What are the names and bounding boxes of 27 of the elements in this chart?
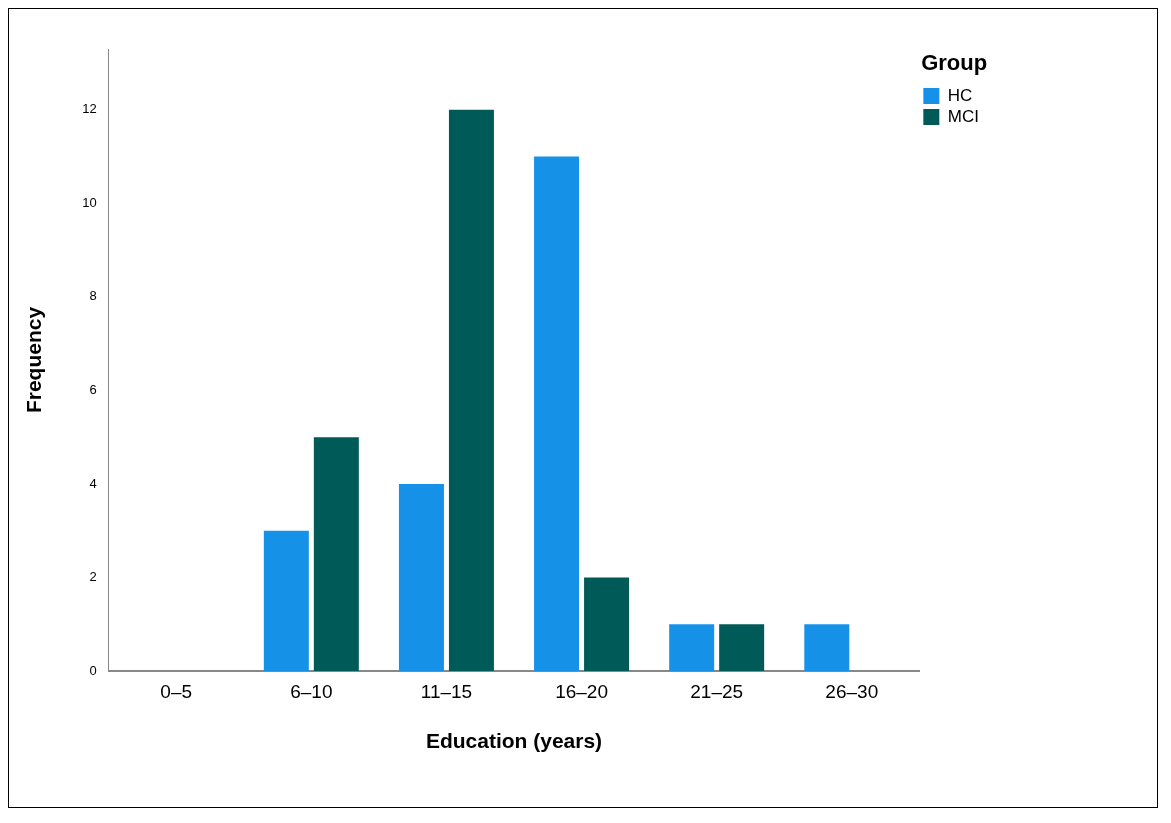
y-tick-label: 8 <box>89 288 97 304</box>
bar <box>448 109 494 671</box>
x-tick-label: 21–25 <box>690 680 744 702</box>
x-tick-label: 26–30 <box>825 680 879 702</box>
legend-label: MCI <box>947 106 980 126</box>
x-tick-label: 0–5 <box>160 680 193 702</box>
bar <box>398 483 444 671</box>
y-axis-title: Frequency <box>22 306 46 414</box>
x-tick-label: 6–10 <box>290 680 333 702</box>
y-tick-label: 10 <box>82 194 97 210</box>
y-tick-label: 2 <box>89 569 97 585</box>
x-axis-title: Education (years) <box>425 729 603 753</box>
bar <box>263 530 309 671</box>
y-tick-label: 4 <box>89 475 97 491</box>
bar <box>804 624 850 671</box>
y-tick-label: 0 <box>89 662 97 678</box>
x-tick-label: 16–20 <box>555 680 608 702</box>
bar <box>669 624 715 671</box>
y-tick-label: 6 <box>89 381 97 397</box>
x-tick-label: 11–15 <box>420 680 473 702</box>
bar <box>313 437 359 671</box>
legend-label: HC <box>947 85 973 105</box>
bar <box>584 577 630 671</box>
bar <box>534 156 580 671</box>
y-tick-label: 12 <box>82 101 97 117</box>
bar <box>719 624 765 671</box>
legend-title: Group <box>921 50 988 76</box>
